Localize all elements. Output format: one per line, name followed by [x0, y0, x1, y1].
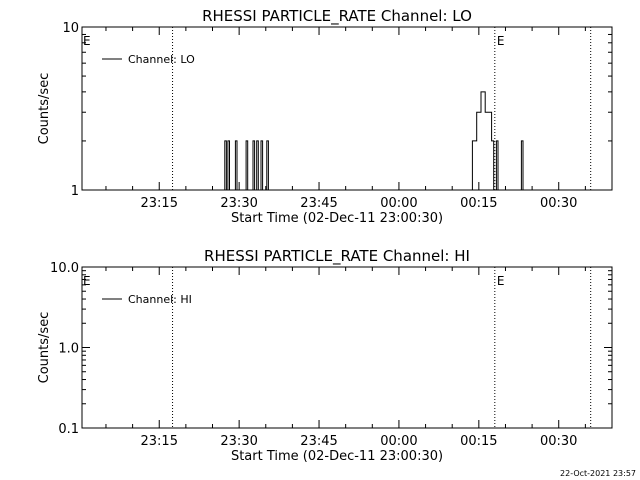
panel-1-x-tick-label: 00:15: [460, 196, 497, 211]
panel-2-x-tick-label: 00:15: [460, 434, 497, 449]
panel-1-y-tick-label: 10: [62, 21, 79, 36]
panel-1-y-axis-label: Counts/sec: [37, 73, 52, 145]
panel-1-legend-label: Channel: LO: [128, 53, 195, 66]
panel-1-x-tick-label: 00:00: [380, 196, 417, 211]
panel-1-x-axis-label: Start Time (02-Dec-11 23:00:30): [231, 211, 443, 226]
panel-2-plot-frame: [81, 266, 613, 429]
panel-2-x-tick-label: 23:30: [220, 434, 257, 449]
panel-2-x-tick-label: 23:15: [141, 434, 178, 449]
panel-2-event-marker: E: [497, 274, 505, 288]
panel-1-chart-title: RHESSI PARTICLE_RATE Channel: LO: [202, 7, 472, 26]
panel-1-event-marker: E: [83, 34, 91, 48]
panel-2-x-axis-label: Start Time (02-Dec-11 23:00:30): [231, 449, 443, 464]
panel-1-plot-frame: [81, 26, 613, 191]
panel-2-x-tick-label: 00:30: [540, 434, 577, 449]
panel-2-x-tick-label: 23:45: [300, 434, 337, 449]
panel-2-legend-label: Channel: HI: [128, 293, 192, 306]
panel-1-y-tick-label: 1: [71, 184, 79, 199]
panel-2-y-tick-label: 10.0: [50, 261, 79, 276]
panel-1-event-marker: E: [497, 34, 505, 48]
panel-2-y-tick-label: 0.1: [58, 422, 79, 437]
panel-2-x-tick-label: 00:00: [380, 434, 417, 449]
panel-2-y-tick-label: 1.0: [58, 342, 79, 357]
panel-1-x-tick-label: 23:30: [220, 196, 257, 211]
panel-1-x-tick-label: 23:15: [141, 196, 178, 211]
panel-2-chart-title: RHESSI PARTICLE_RATE Channel: HI: [204, 247, 470, 266]
panel-1-x-tick-label: 23:45: [300, 196, 337, 211]
panel-1-series-line: [222, 91, 524, 191]
panel-2-y-axis-label: Counts/sec: [37, 312, 52, 384]
timestamp-footer: 22-Oct-2021 23:57: [560, 469, 636, 478]
panel-2-event-marker: E: [83, 274, 91, 288]
panel-1-x-tick-label: 00:30: [540, 196, 577, 211]
